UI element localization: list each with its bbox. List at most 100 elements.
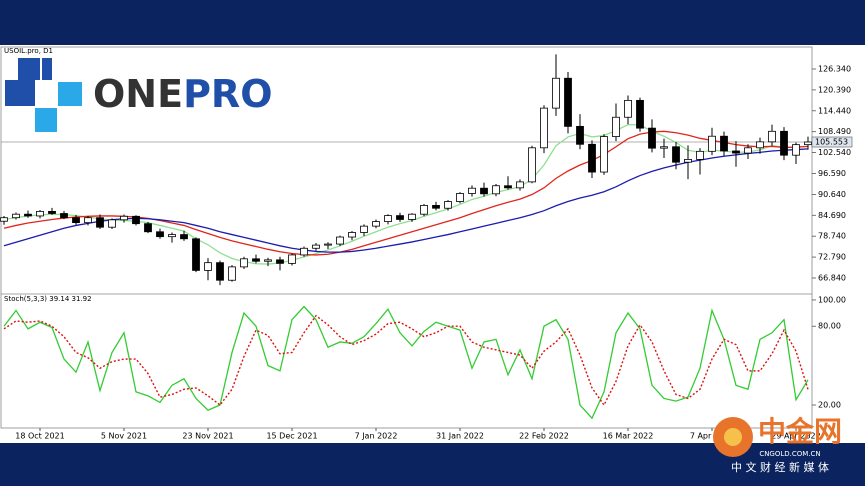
candle-body [384, 215, 392, 222]
candle-body [336, 236, 344, 245]
candle-body [588, 143, 596, 173]
candle-body [660, 146, 668, 149]
watermark: 中金网 CNGOLD.COM.CN 中 文 财 经 新 媒 体 [713, 415, 842, 474]
watermark-text: 中金网 [758, 415, 842, 448]
logo-shape [58, 82, 82, 106]
candle-body [624, 99, 632, 118]
x-tick-label: 22 Feb 2022 [519, 432, 569, 441]
y-tick-label: 66.840 [818, 273, 846, 282]
candle-body [516, 181, 524, 189]
candle-body [792, 144, 800, 156]
logo-text: ONEPRO [93, 72, 273, 116]
stoch-k: 39.14 [49, 295, 70, 303]
candle-body [240, 258, 248, 268]
symbol-title: USOIL.pro, D1 [4, 47, 53, 55]
candle-body [396, 215, 404, 220]
candle-body [132, 215, 140, 225]
logo-left: ONE [93, 72, 183, 116]
watermark-url: CNGOLD.COM.CN [759, 450, 820, 458]
candle-body [180, 234, 188, 240]
candle-body [348, 232, 356, 238]
logo-shape [5, 80, 35, 106]
y-tick-label: 84.690 [818, 211, 846, 220]
y-tick-label: 102.540 [818, 148, 851, 157]
candle-body [612, 116, 620, 137]
x-tick-label: 7 Jan 2022 [355, 432, 398, 441]
candle-body [12, 213, 20, 219]
candle-body [432, 205, 440, 209]
y-tick-label: 72.790 [818, 253, 846, 262]
stoch-title: Stoch(5,3,3) 39.14 31.92 [4, 295, 92, 303]
x-tick-label: 23 Nov 2021 [182, 432, 233, 441]
candle-body [300, 247, 308, 256]
candle-body [492, 185, 500, 195]
candle-body [468, 187, 476, 194]
candle-body [696, 150, 704, 160]
candle-body [444, 201, 452, 209]
y-tick-label: 120.390 [818, 85, 851, 94]
candle-body [276, 259, 284, 264]
candle-body [96, 217, 104, 228]
candle-body [648, 127, 656, 149]
candle-body [72, 217, 80, 224]
candle-body [744, 147, 752, 154]
candle-body [408, 213, 416, 220]
last-price-box [811, 136, 853, 148]
candle-body [216, 262, 224, 281]
watermark-icon [724, 428, 742, 446]
logo-shape [35, 108, 57, 132]
logo-right: PRO [183, 72, 272, 116]
candle-body [144, 223, 152, 233]
candle-body [540, 107, 548, 149]
candle-body [504, 185, 512, 189]
candle-body [372, 221, 380, 227]
x-tick-label: 29 Apr 2022 [771, 432, 820, 441]
y-tick-label: 80.00 [818, 322, 841, 331]
watermark-tagline: 中 文 财 经 新 媒 体 [731, 460, 829, 474]
plot-frame [0, 46, 813, 429]
candle-body [264, 259, 272, 262]
chart-window [0, 45, 865, 443]
candle-body [636, 99, 644, 129]
candle-body [732, 150, 740, 154]
candle-body [456, 193, 464, 202]
candle-body [252, 258, 260, 262]
y-tick-label: 100.00 [818, 295, 846, 304]
y-tick-label: 90.640 [818, 190, 846, 199]
candle-body [0, 217, 8, 222]
x-tick-label: 18 Oct 2021 [15, 432, 64, 441]
candle-body [312, 244, 320, 249]
candle-body [420, 205, 428, 215]
x-tick-label: 7 Apr 2022 [690, 432, 734, 441]
candle-body [360, 225, 368, 233]
x-tick-label: 16 Mar 2022 [603, 432, 654, 441]
indicator-line [3, 314, 809, 407]
candle-body [720, 135, 728, 152]
candle-body [672, 146, 680, 163]
candle-body [192, 238, 200, 271]
candle-body [168, 234, 176, 238]
logo-shape [18, 58, 40, 80]
stoch-d: 31.92 [72, 295, 92, 303]
candle-body [768, 130, 776, 143]
candle-body [780, 130, 788, 156]
stoch-label: Stoch(5,3,3) [4, 295, 47, 303]
y-tick-label: 20.00 [818, 401, 841, 410]
candle-body [576, 125, 584, 145]
candle-body [528, 147, 536, 183]
candle-body [120, 215, 128, 221]
candle-body [84, 217, 92, 224]
y-tick-label: 108.490 [818, 127, 851, 136]
candle-body [48, 210, 56, 214]
candle-body [204, 262, 212, 271]
indicator-line [3, 305, 809, 420]
candle-body [480, 187, 488, 195]
candle-body [684, 159, 692, 163]
candle-body [108, 219, 116, 228]
y-tick-label: 114.440 [818, 106, 851, 115]
candle-body [24, 213, 32, 217]
x-tick-label: 31 Jan 2022 [436, 432, 484, 441]
x-tick-label: 15 Dec 2021 [266, 432, 317, 441]
candle-body [288, 254, 296, 264]
